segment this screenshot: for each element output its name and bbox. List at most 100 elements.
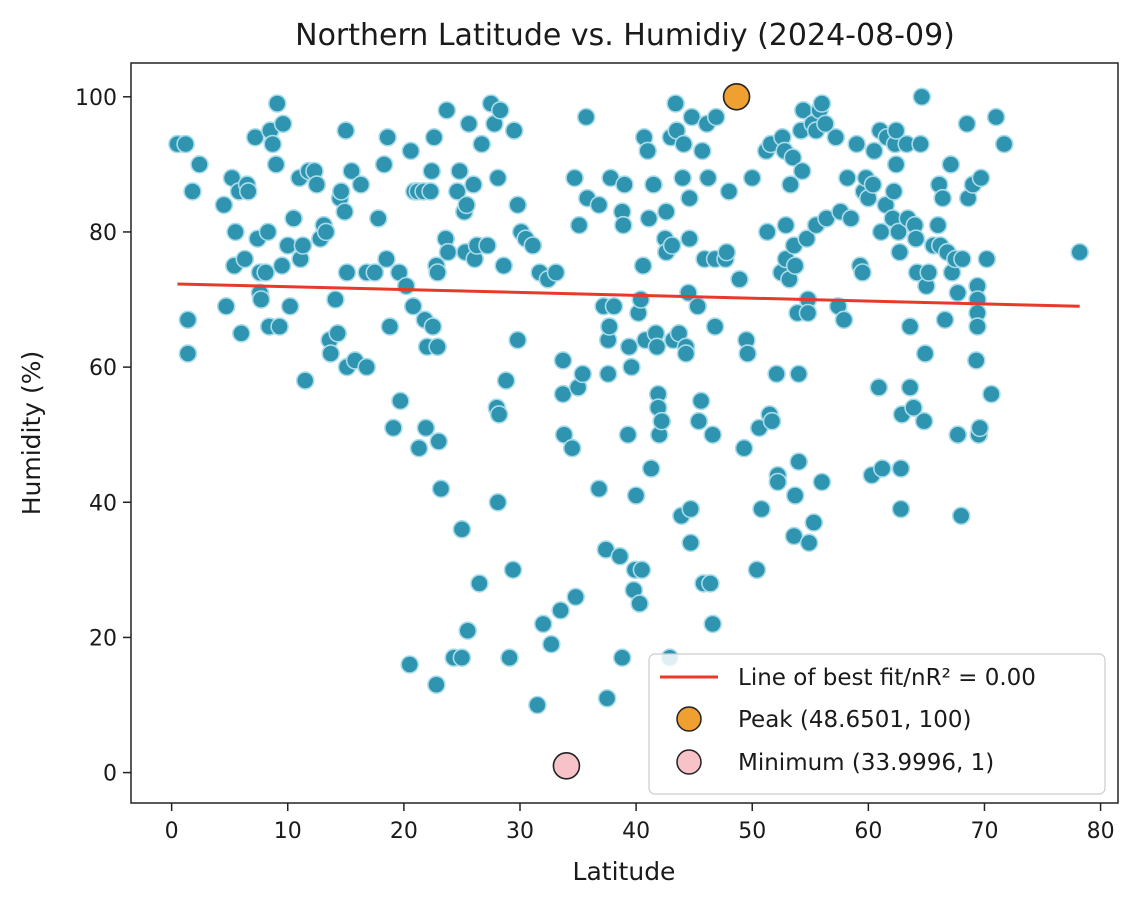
- data-point: [216, 296, 236, 316]
- data-point: [428, 337, 447, 357]
- data-point: [676, 344, 696, 363]
- data-point: [569, 215, 589, 235]
- data-point: [619, 337, 639, 357]
- data-point: [933, 188, 953, 208]
- data-point: [357, 357, 377, 377]
- data-point: [239, 182, 258, 201]
- data-point: [705, 317, 725, 336]
- data-point: [396, 276, 416, 296]
- data-point: [948, 283, 968, 303]
- data-point: [869, 378, 889, 397]
- data-point: [752, 499, 771, 519]
- data-point: [176, 134, 195, 154]
- data-point: [597, 688, 617, 708]
- data-point: [541, 634, 561, 654]
- data-point: [258, 222, 278, 242]
- data-point: [847, 134, 867, 154]
- data-point: [351, 175, 371, 194]
- y-tick-label: 40: [89, 491, 117, 516]
- data-point: [783, 148, 803, 167]
- data-point: [757, 222, 777, 242]
- data-point: [622, 357, 641, 377]
- data-point: [633, 256, 653, 276]
- data-point: [423, 317, 443, 336]
- data-point: [565, 168, 584, 188]
- data-point: [776, 215, 796, 235]
- y-tick-label: 100: [75, 86, 117, 111]
- data-point: [214, 195, 234, 215]
- data-point: [799, 533, 819, 553]
- legend-box: [648, 653, 1106, 795]
- legend-peak-label: Peak (48.6501, 100): [738, 707, 972, 733]
- data-point: [365, 263, 385, 282]
- data-point: [336, 121, 356, 140]
- data-point: [589, 195, 609, 215]
- data-point: [409, 438, 429, 458]
- data-point: [508, 330, 528, 350]
- data-point: [232, 323, 251, 343]
- fit-line-layer: [177, 282, 1080, 308]
- data-point: [681, 499, 701, 519]
- data-point: [768, 472, 788, 492]
- data-point: [610, 546, 630, 566]
- data-point: [797, 229, 817, 248]
- data-point: [566, 587, 586, 607]
- best-fit-line: [177, 282, 1080, 308]
- data-point: [919, 263, 939, 282]
- data-point: [470, 574, 489, 593]
- legend-fit-label: Line of best fit/nR² = 0.00: [738, 665, 1036, 691]
- data-point: [488, 492, 508, 512]
- data-point: [431, 479, 451, 499]
- data-point: [401, 141, 421, 161]
- y-axis-label: Humidity (%): [17, 351, 46, 516]
- data-point: [681, 533, 701, 553]
- data-point: [915, 344, 935, 363]
- data-point: [600, 317, 619, 336]
- data-point: [970, 418, 990, 438]
- x-tick-label: 80: [1087, 819, 1115, 844]
- data-point: [789, 452, 809, 472]
- data-point: [789, 364, 809, 384]
- x-tick-label: 20: [390, 819, 418, 844]
- data-point: [604, 296, 624, 316]
- data-point: [374, 155, 394, 174]
- data-point: [263, 134, 283, 154]
- data-point: [747, 560, 767, 580]
- x-tick-label: 40: [622, 819, 650, 844]
- data-point: [838, 168, 857, 188]
- data-point: [689, 411, 709, 431]
- data-point: [178, 310, 198, 330]
- data-point: [450, 161, 469, 181]
- data-point: [472, 134, 492, 154]
- data-point: [504, 121, 524, 140]
- minimum-point: [552, 752, 581, 780]
- data-point: [911, 134, 930, 154]
- data-point: [884, 182, 904, 201]
- data-point: [966, 351, 986, 370]
- data-point: [638, 141, 658, 161]
- data-point: [871, 222, 891, 242]
- data-point: [982, 384, 1001, 404]
- data-point: [662, 236, 682, 255]
- data-point: [1070, 242, 1089, 262]
- data-point: [680, 229, 699, 248]
- plot-area: [130, 62, 1119, 804]
- data-point: [682, 107, 702, 127]
- data-point: [331, 182, 351, 201]
- data-point: [698, 168, 718, 188]
- data-point: [935, 310, 955, 330]
- data-point: [703, 614, 723, 634]
- x-tick-label: 50: [738, 819, 766, 844]
- data-point: [701, 574, 720, 593]
- data-point: [489, 405, 509, 424]
- data-point: [891, 459, 911, 478]
- data-point: [785, 256, 805, 276]
- data-point: [626, 486, 646, 505]
- data-point: [598, 364, 618, 384]
- data-point: [630, 594, 649, 613]
- data-point: [639, 209, 659, 228]
- data-point: [427, 675, 446, 695]
- y-tick-label: 0: [103, 762, 117, 787]
- data-point: [458, 621, 478, 641]
